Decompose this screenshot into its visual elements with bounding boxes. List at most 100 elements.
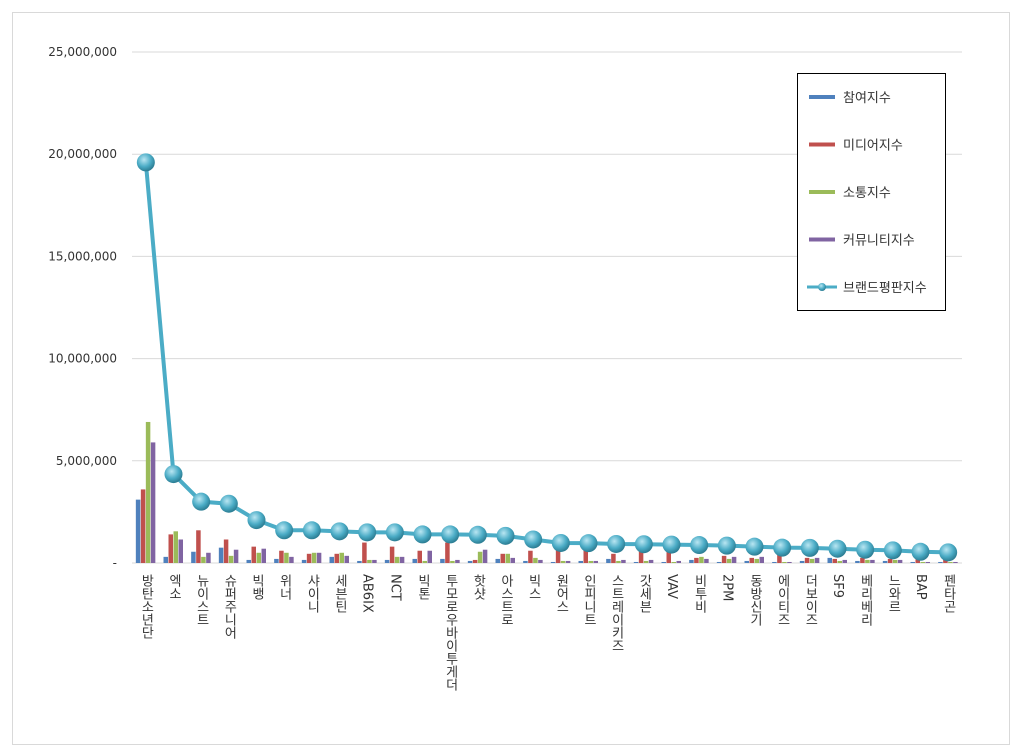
y-tick-label: 20,000,000	[48, 147, 117, 161]
bar	[777, 550, 782, 563]
bar	[565, 560, 571, 563]
bar	[533, 557, 538, 563]
bar	[389, 546, 395, 563]
line-marker	[164, 465, 183, 484]
x-tick-label: 아스트로	[498, 574, 513, 626]
x-tick-label: NCT	[387, 574, 402, 601]
x-tick-label: 방탄소년단	[138, 574, 153, 639]
line-marker	[468, 525, 487, 544]
line-marker	[800, 538, 819, 557]
legend-label: 참여지수	[843, 91, 891, 106]
legend-swatch	[809, 190, 835, 194]
bar	[173, 531, 178, 563]
x-tick-label: 비투비	[692, 574, 707, 613]
bar	[560, 560, 566, 563]
bar	[583, 548, 588, 563]
x-tick-label: SF9	[830, 574, 845, 598]
legend-label: 미디어지수	[843, 139, 903, 154]
bar	[178, 539, 183, 563]
legend-swatch	[818, 283, 826, 291]
line-marker	[939, 543, 958, 562]
bar	[306, 553, 312, 563]
x-tick-label: 느와르	[885, 574, 900, 613]
bar	[472, 559, 478, 563]
line-marker	[607, 534, 626, 553]
bar	[289, 556, 294, 563]
bar	[445, 542, 450, 563]
bar	[716, 561, 722, 563]
line-marker	[911, 542, 930, 561]
line-marker	[883, 541, 902, 560]
line-marker	[662, 535, 681, 554]
bar	[145, 421, 151, 563]
bar	[606, 558, 611, 563]
x-tick-label: 위너	[277, 574, 292, 600]
line-marker	[773, 538, 792, 557]
bar	[417, 550, 422, 563]
x-tick-label: 동방신기	[747, 574, 762, 626]
y-tick-label: 25,000,000	[48, 45, 117, 59]
bar	[550, 561, 556, 563]
x-tick-label: AB6IX	[360, 574, 375, 613]
bar	[726, 558, 732, 563]
bar	[633, 561, 639, 563]
line-marker	[275, 521, 294, 540]
bar	[671, 561, 676, 563]
bar	[163, 556, 168, 563]
bar	[704, 558, 709, 563]
bar	[814, 557, 820, 563]
line-marker	[579, 534, 598, 553]
x-tick-label: 빅스	[526, 574, 541, 600]
x-tick-label: 샤이니	[304, 574, 319, 613]
y-tick-label: 5,000,000	[56, 454, 117, 468]
x-tick-label: 인피니트	[581, 574, 596, 626]
x-tick-label: 투모로우바이투게더	[443, 574, 458, 691]
bar	[372, 559, 377, 563]
line-marker	[828, 539, 847, 558]
x-tick-label: 원어스	[553, 574, 568, 613]
bar	[135, 499, 141, 563]
bar	[804, 557, 810, 563]
legend-label: 소통지수	[843, 186, 891, 201]
bar	[953, 561, 958, 563]
bar	[892, 559, 898, 563]
bar	[860, 557, 865, 563]
x-tick-label: 스트레이키즈	[609, 574, 624, 652]
x-tick-label: 에이티즈	[775, 574, 790, 626]
bar	[500, 553, 505, 563]
bar	[274, 558, 279, 563]
x-tick-label: 더보이즈	[802, 574, 817, 626]
bar	[450, 560, 455, 563]
bar	[201, 556, 206, 563]
bar	[384, 559, 390, 563]
line-marker	[219, 494, 238, 513]
bar	[787, 561, 792, 563]
bar	[329, 556, 334, 563]
bar	[422, 560, 427, 563]
line-marker	[385, 523, 404, 542]
bar	[196, 530, 201, 563]
bar	[772, 561, 777, 563]
bar	[218, 547, 224, 563]
x-tick-label: 펜타곤	[941, 574, 956, 613]
bar	[394, 556, 400, 563]
bar	[168, 534, 173, 563]
x-tick-label: 엑소	[166, 574, 181, 600]
bar	[140, 489, 146, 563]
bar	[721, 555, 727, 563]
bar	[261, 548, 266, 563]
bar	[832, 558, 837, 563]
bar	[467, 560, 473, 563]
line-marker	[496, 526, 515, 545]
x-tick-label: 빅뱅	[249, 574, 264, 600]
bar	[887, 558, 893, 563]
line-marker	[551, 533, 570, 552]
y-tick-label: 10,000,000	[48, 352, 117, 366]
line-marker	[247, 511, 266, 530]
bar	[611, 553, 616, 563]
bar	[357, 560, 362, 563]
bar	[694, 557, 699, 563]
bar	[882, 560, 888, 563]
bar	[477, 551, 483, 563]
bar	[311, 552, 317, 563]
